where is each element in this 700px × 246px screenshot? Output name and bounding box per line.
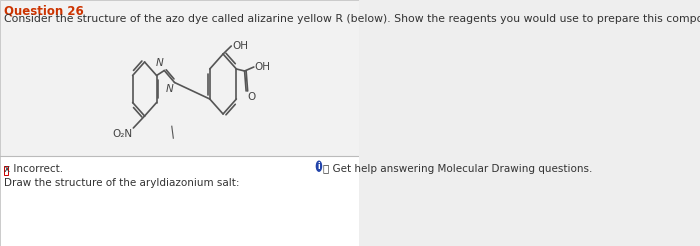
Circle shape [316,161,321,171]
Bar [4,166,8,175]
Text: ⓘ Get help answering Molecular Drawing questions.: ⓘ Get help answering Molecular Drawing q… [323,164,592,174]
Bar [0,156,359,246]
Text: i: i [318,162,321,171]
Text: N: N [165,83,173,93]
Text: N: N [155,58,163,67]
Text: OH: OH [232,41,248,51]
Text: OH: OH [254,62,270,72]
Text: x Incorrect.: x Incorrect. [4,164,63,174]
Bar [0,0,359,156]
Text: O₂N: O₂N [112,129,132,139]
Text: O: O [248,92,256,102]
Text: Draw the structure of the aryldiazonium salt:: Draw the structure of the aryldiazonium … [4,178,239,188]
Text: Consider the structure of the azo dye called alizarine yellow R (below). Show th: Consider the structure of the azo dye ca… [4,14,700,24]
Text: Question 26: Question 26 [4,4,83,17]
